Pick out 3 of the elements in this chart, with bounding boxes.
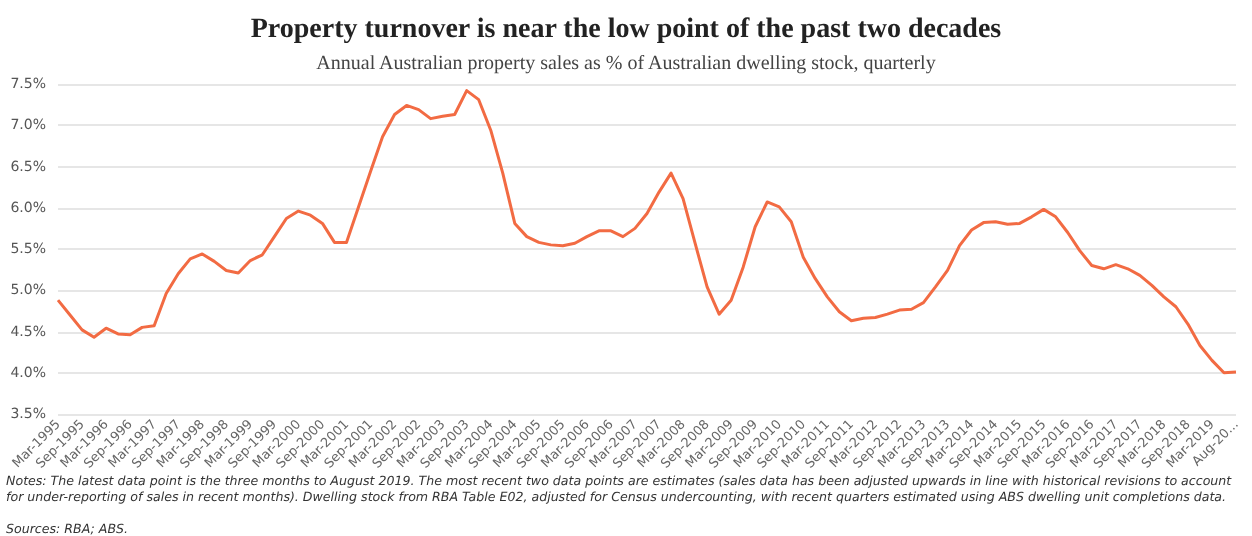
line-series	[56, 89, 1238, 375]
chart-subtitle: Annual Australian property sales as % of Australian dwelling stock, quarterly	[316, 53, 936, 75]
chart-title: Property turnover is near the low point of the past two decades	[250, 15, 1003, 45]
